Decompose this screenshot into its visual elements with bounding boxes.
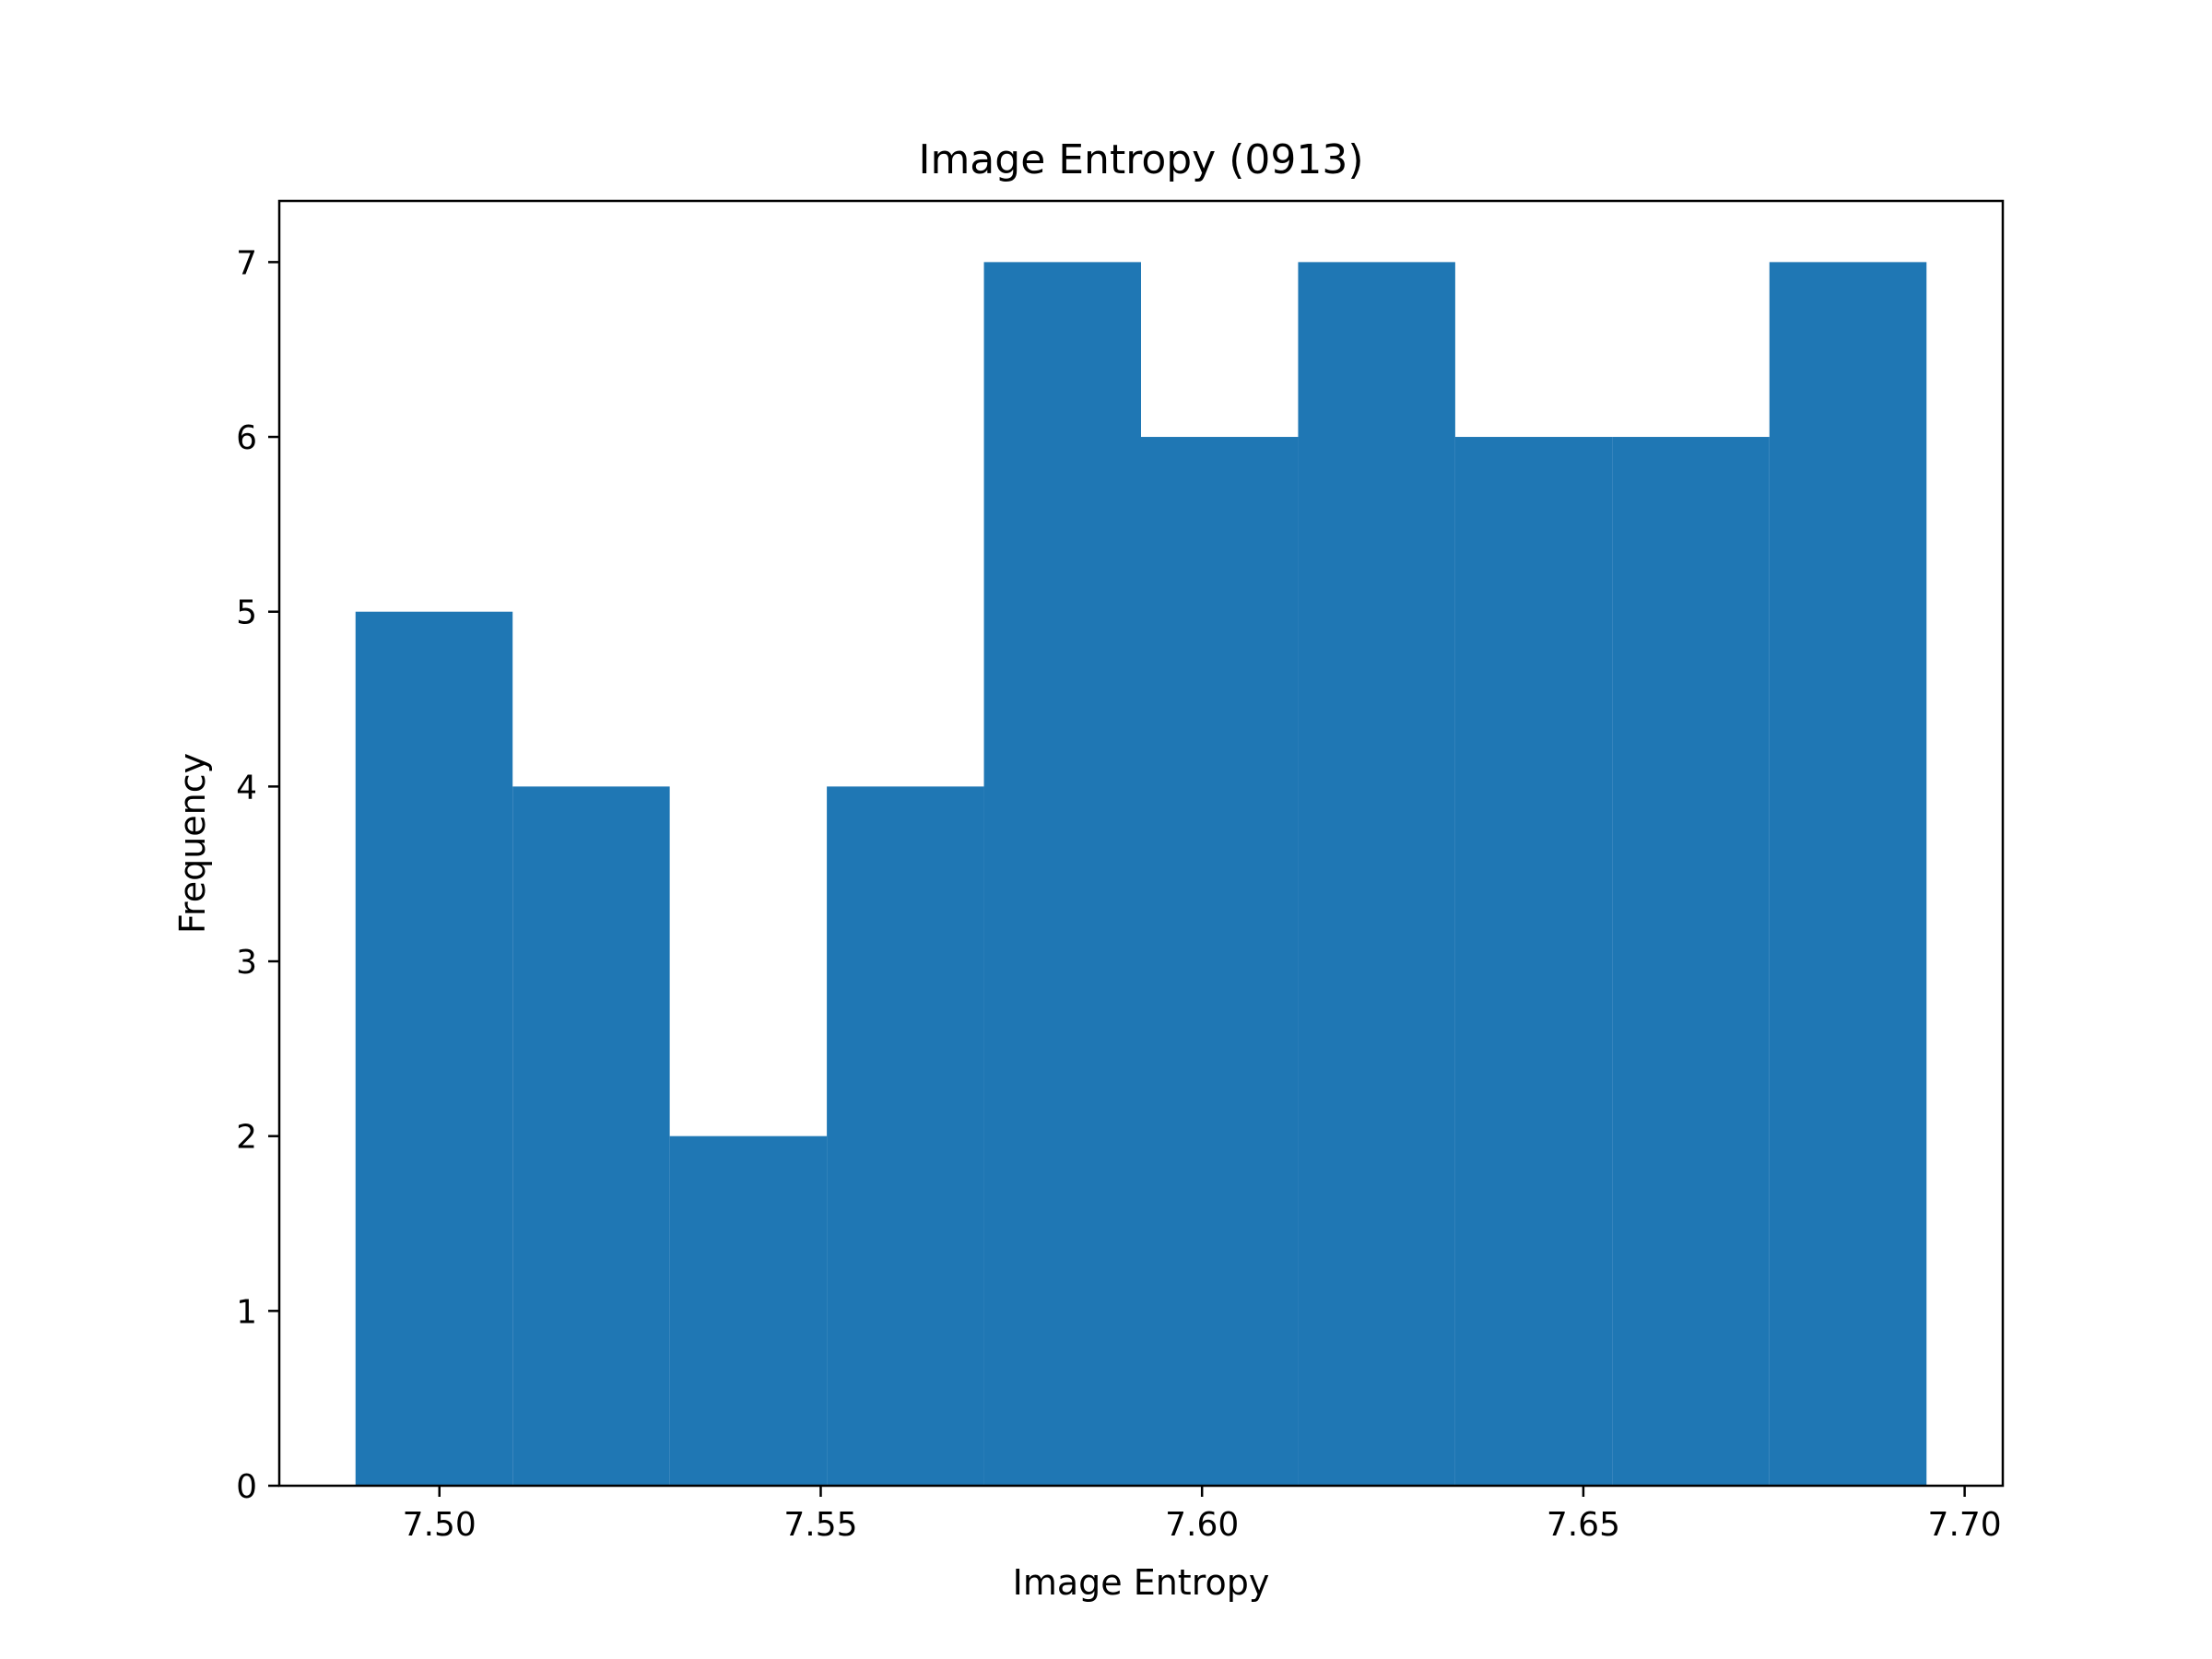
histogram-bar [669, 1135, 828, 1486]
plot-frame [277, 199, 2005, 1488]
x-tick-label: 7.65 [1547, 1506, 1620, 1544]
y-axis: 0 1 2 3 4 5 6 7 [236, 244, 279, 1506]
y-axis-label: Frequency [172, 753, 213, 934]
histogram-bar [355, 611, 513, 1486]
y-tick-label: 2 [236, 1119, 257, 1157]
histogram-bar [827, 786, 984, 1486]
y-tick-label: 7 [236, 244, 257, 282]
y-tick-label: 4 [236, 769, 257, 806]
y-tick-label: 6 [236, 419, 257, 457]
x-tick-label: 7.50 [403, 1506, 477, 1544]
histogram-bar [1612, 437, 1770, 1487]
x-axis-label: Image Entropy [1013, 1562, 1270, 1603]
histogram-bar [1298, 262, 1455, 1486]
chart-title: Image Entropy (0913) [918, 136, 1363, 183]
x-tick-label: 7.60 [1165, 1506, 1239, 1544]
x-axis: 7.50 7.55 7.60 7.65 7.70 [403, 1486, 2002, 1544]
x-tick-label: 7.55 [783, 1506, 857, 1544]
x-tick-label: 7.70 [1928, 1506, 2002, 1544]
histogram-bar [983, 262, 1141, 1486]
y-tick-label: 5 [236, 594, 257, 632]
y-tick-label: 3 [236, 944, 257, 982]
y-tick-label: 1 [236, 1293, 257, 1331]
histogram-bar [1141, 437, 1299, 1487]
histogram-bar [512, 786, 670, 1486]
histogram-bar [1769, 262, 1927, 1486]
bars-group [355, 262, 1927, 1487]
histogram-bar [1454, 437, 1613, 1487]
y-tick-label: 0 [236, 1468, 257, 1506]
